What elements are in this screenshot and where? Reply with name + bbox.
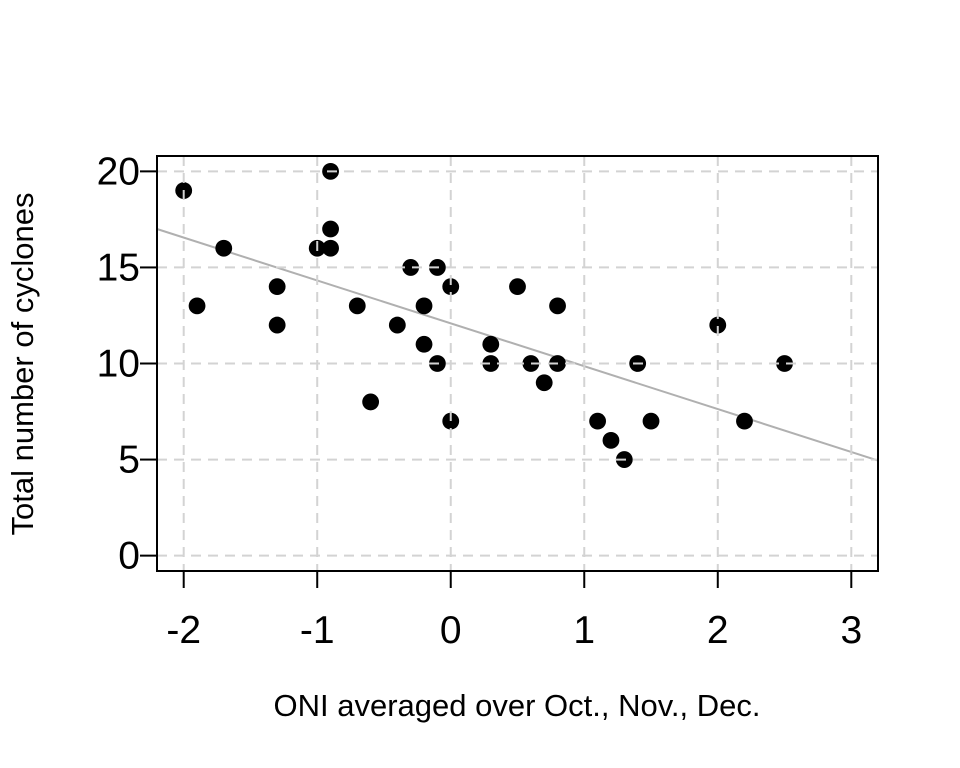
data-point xyxy=(322,239,339,257)
data-point xyxy=(709,316,727,334)
y-tick-label: 20 xyxy=(97,150,140,193)
data-point xyxy=(348,297,366,315)
data-point xyxy=(268,278,286,296)
data-point xyxy=(642,412,660,430)
regression-line xyxy=(156,228,879,462)
data-point xyxy=(268,316,286,334)
x-tick-label: 3 xyxy=(840,609,862,652)
data-point xyxy=(415,297,433,315)
data-point xyxy=(442,412,460,430)
data-point xyxy=(589,412,607,430)
plot-border xyxy=(156,155,879,572)
x-tick-label: -2 xyxy=(166,609,201,652)
data-point xyxy=(776,355,793,372)
data-point xyxy=(549,297,566,315)
data-point xyxy=(482,335,500,353)
tick-labels-layer: -2 -1 0 1 2 3 0 5 10 15 20 xyxy=(97,150,863,652)
y-axis-title: Total number of cyclones xyxy=(5,193,40,536)
x-tick-label: 2 xyxy=(707,609,729,652)
axis-ticks-layer xyxy=(140,170,853,588)
data-point xyxy=(482,355,500,372)
data-point xyxy=(522,355,540,372)
data-point xyxy=(188,297,206,315)
grid-lines-layer xyxy=(157,156,878,571)
x-axis-title: ONI averaged over Oct., Nov., Dec. xyxy=(274,688,761,723)
y-tick-label: 10 xyxy=(97,343,140,386)
data-point xyxy=(736,412,753,430)
y-tick-label: 0 xyxy=(118,535,140,578)
data-point xyxy=(322,220,339,238)
data-point xyxy=(535,374,553,392)
x-tick-label: -1 xyxy=(300,609,335,652)
y-tick-label: 5 xyxy=(118,439,140,482)
data-points-layer xyxy=(175,162,793,468)
x-tick-label: 1 xyxy=(573,609,595,652)
data-point xyxy=(388,316,406,334)
data-point xyxy=(402,259,420,276)
regression-line-layer xyxy=(156,228,879,462)
data-point xyxy=(215,239,233,257)
data-point xyxy=(415,335,433,353)
data-point xyxy=(442,278,460,296)
data-point xyxy=(602,431,620,449)
data-point xyxy=(509,278,526,296)
x-tick-label: 0 xyxy=(440,609,462,652)
data-point xyxy=(362,393,380,411)
y-tick-label: 15 xyxy=(97,246,140,289)
